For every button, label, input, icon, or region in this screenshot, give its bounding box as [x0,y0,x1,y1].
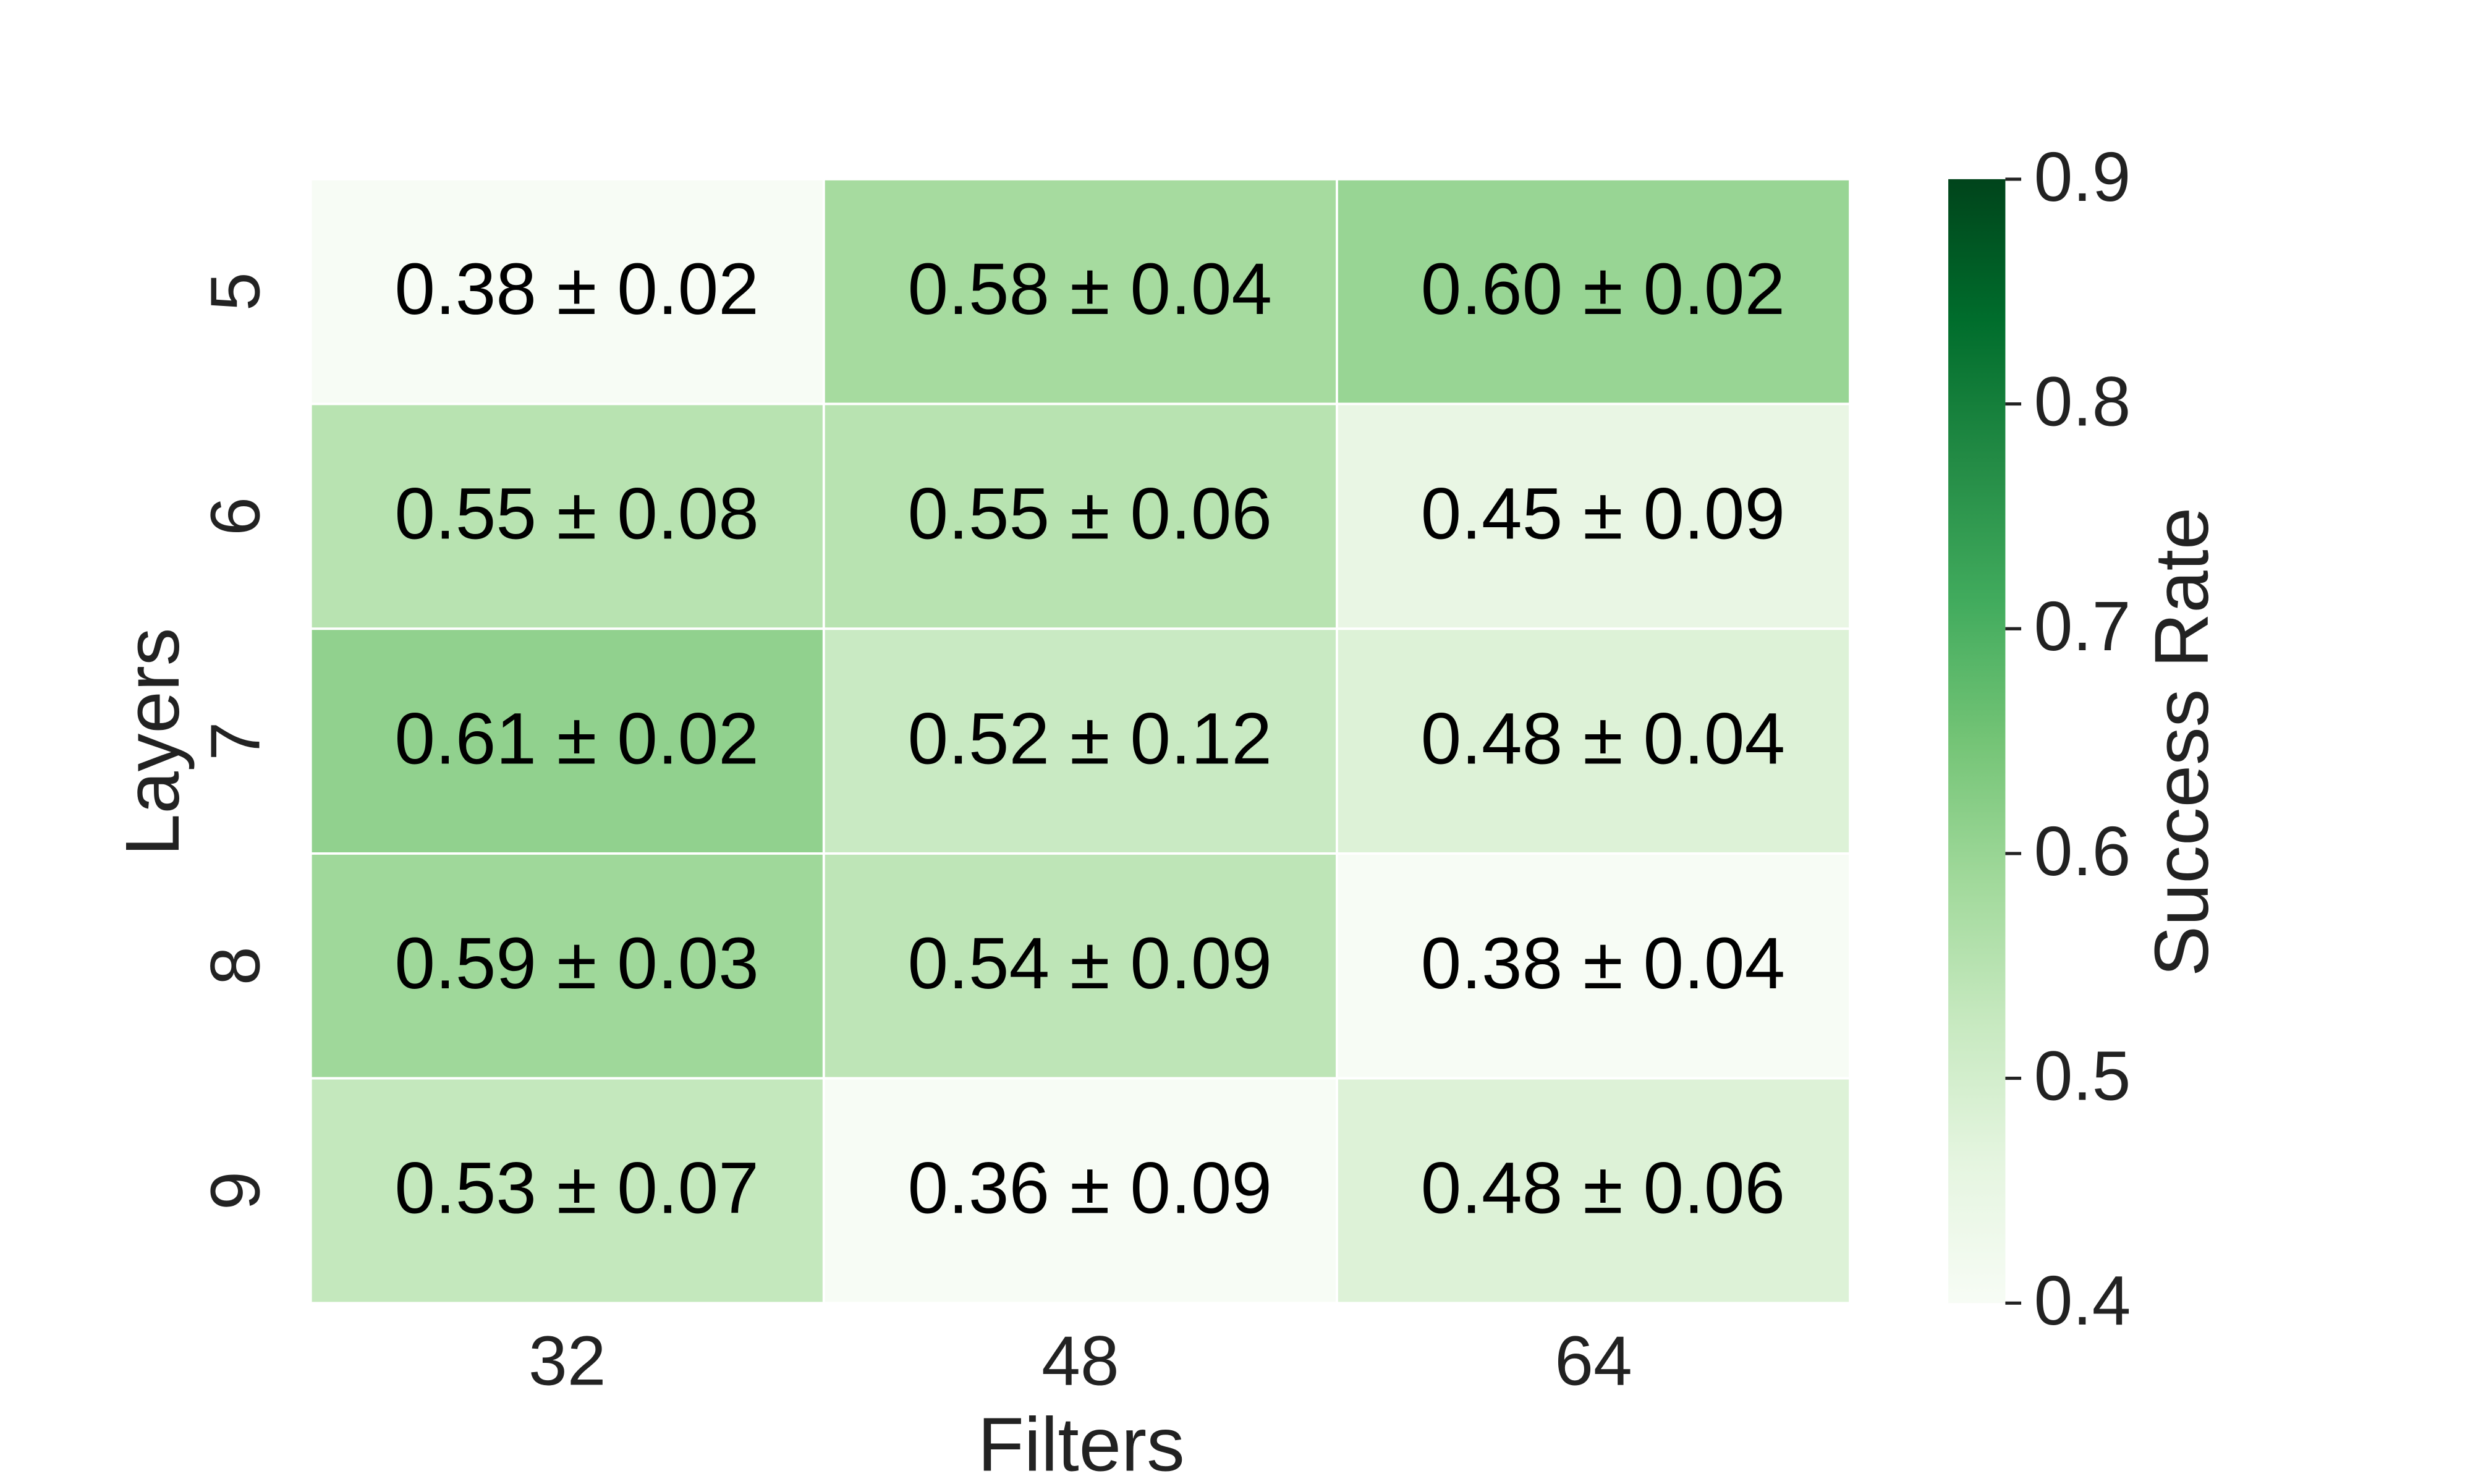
cell-label: 0.58 ± 0.04 [908,248,1272,329]
heatmap-cell [822,402,1338,630]
colorbar-tick-label: 0.5 [2034,1037,2131,1115]
heatmap-cell [1336,402,1851,630]
colorbar-tick-label: 0.7 [2034,587,2131,665]
colorbar-tick-label: 0.8 [2034,363,2131,441]
cell-label: 0.60 ± 0.02 [1421,248,1786,329]
colorbar-tick-label: 0.6 [2034,812,2131,890]
y-tick-label: 8 [197,946,274,985]
heatmap-cell [309,402,825,630]
heatmap-cell [309,1077,825,1305]
cell-label: 0.55 ± 0.06 [908,473,1272,554]
cell-label: 0.48 ± 0.06 [1421,1147,1786,1229]
heatmap-cell [1336,177,1851,405]
x-tick-label: 48 [1041,1322,1119,1400]
y-tick-label: 6 [197,497,274,536]
heatmap-cell [822,1077,1338,1305]
cell-label: 0.54 ± 0.09 [908,922,1272,1004]
cell-label: 0.53 ± 0.07 [394,1147,759,1229]
heatmap-cell [822,177,1338,405]
x-tick-label: 64 [1555,1322,1632,1400]
colorbar-tick-label: 0.9 [2034,138,2131,216]
heatmap-cell [1336,852,1851,1080]
cell-label: 0.45 ± 0.09 [1421,473,1786,554]
y-tick-label: 9 [197,1171,274,1210]
y-tick-label: 7 [197,722,274,761]
x-tick-label: 32 [528,1322,606,1400]
cell-label: 0.36 ± 0.09 [908,1147,1272,1229]
cell-label: 0.38 ± 0.02 [394,248,759,329]
x-axis-title: Filters [978,1402,1185,1484]
y-tick-label: 5 [197,272,274,311]
cell-label: 0.52 ± 0.12 [908,697,1272,779]
heatmap-cell [822,627,1338,855]
y-axis-title: Layers [111,628,195,856]
colorbar-title: Success Rate [2140,507,2225,977]
cell-label: 0.55 ± 0.08 [394,473,759,554]
heatmap-cell [309,177,825,405]
cell-label: 0.59 ± 0.03 [394,922,759,1004]
heatmap-cell [1336,1077,1851,1305]
cell-label: 0.48 ± 0.04 [1421,697,1786,779]
colorbar-tick-label: 0.4 [2034,1261,2131,1339]
cell-label: 0.38 ± 0.04 [1421,922,1786,1004]
heatmap-cell [309,852,825,1080]
cell-label: 0.61 ± 0.02 [394,697,759,779]
colorbar [1948,179,2006,1304]
